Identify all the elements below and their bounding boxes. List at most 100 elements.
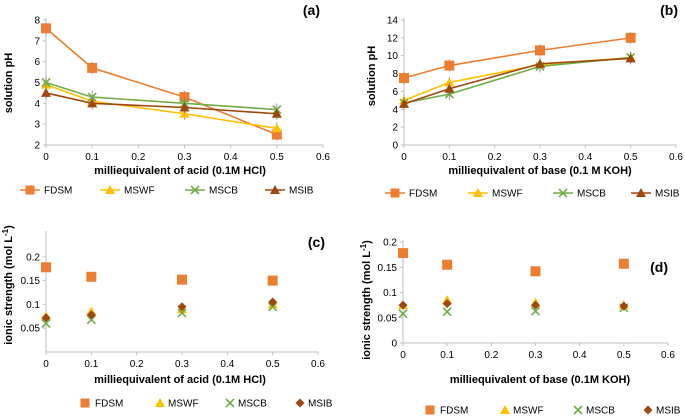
y-tick-label: 14 [387, 16, 399, 27]
legend-marker-mswf-scatter [155, 398, 165, 407]
panel-d-ionic-base: (d) ionic strength (mol L-1) milliequiva… [359, 238, 681, 417]
scatter-point-msib [619, 301, 629, 311]
legend-label-msib: MSIB [289, 186, 314, 197]
marker-stroke [86, 315, 96, 325]
x-tick-label: 0.3 [529, 350, 543, 361]
scatter-point-fdsm [530, 266, 541, 277]
marker-stroke [87, 92, 97, 102]
marker-stroke [225, 398, 235, 408]
scatter-point-msib [177, 302, 187, 312]
x-tick-label: 0.5 [624, 152, 638, 163]
y-tick-label: 0.1 [26, 300, 40, 311]
line-point-fdsm [41, 23, 51, 34]
series-line-mswf [45, 83, 277, 130]
line-point-mswf [444, 77, 455, 87]
legend: FDSM MSWF MSCB MSIB [425, 405, 681, 417]
line-point-mscb [41, 77, 51, 88]
legend-marker-mswf-scatter [500, 405, 510, 414]
x-tick-label: 0.6 [311, 359, 325, 370]
line-point-fdsm [444, 60, 455, 71]
y-tick-label: 4 [392, 105, 398, 116]
line-point-fdsm [625, 32, 636, 43]
y-tick-label: 0.2 [383, 238, 397, 249]
x-axis-label: milliequivalent of base (0.1 M KOH) [448, 165, 632, 177]
scatter-point-fdsm [398, 248, 408, 259]
line-point-fdsm [179, 92, 190, 103]
legend-marker-mscb-scatter [225, 398, 235, 408]
legend-label-mscb: MSCB [238, 399, 267, 410]
x-axis-label: milliequivalent of acid (0.1M HCl) [94, 374, 266, 386]
x-tick-label: 0.4 [573, 350, 587, 361]
scatter-point-fdsm [618, 258, 629, 269]
legend: FDSM MSWF MSCB MSIB [385, 188, 680, 200]
scatter-point-fdsm [267, 275, 278, 286]
legend-marker-mswf [105, 185, 115, 194]
legend-label-mswf: MSWF [168, 399, 199, 410]
marker-stroke [573, 405, 583, 415]
scatter-point-mscb [41, 318, 51, 329]
legend-marker-fdsm [390, 188, 400, 198]
y-tick-label: 2 [392, 123, 398, 134]
line-point-fdsm [535, 45, 545, 56]
x-tick-label: 0 [401, 152, 407, 163]
legend-marker-msib-scatter [643, 405, 653, 415]
y-tick-label: 10 [387, 51, 399, 62]
y-axis-label-superscript: -1 [359, 243, 368, 251]
legend-marker-msib [270, 185, 280, 194]
plot-area: 0 2 4 6 8 10 12 14 0 0.1 0.2 0.3 0.4 0.5 0.6 [387, 16, 684, 164]
legend-marker-fdsm-scatter [80, 398, 90, 408]
y-axis-label-superscript: -1 [1, 228, 10, 236]
series-line-mswf [403, 56, 631, 102]
marker-stroke [398, 309, 408, 319]
line-point-mswf [271, 123, 282, 133]
x-tick-label: 0.6 [669, 152, 683, 163]
x-tick-label: 0.4 [220, 359, 234, 370]
legend-label-fdsm: FDSM [95, 399, 123, 410]
y-tick-label: 4 [34, 99, 40, 110]
scatter-point-mscb [398, 309, 408, 319]
line-point-fdsm [399, 73, 409, 84]
scatter-point-msib [86, 310, 96, 320]
y-axis-label: solution pH [3, 53, 15, 114]
x-tick-label: 0.1 [85, 152, 99, 163]
x-tick-label: 0.2 [130, 359, 144, 370]
line-point-msib [179, 102, 190, 112]
x-tick-label: 0.5 [266, 359, 280, 370]
panel-label: (d) [650, 259, 668, 275]
plot-area: 0.05 0.1 0.15 0.2 0 0.1 0.2 0.3 0.4 0.5 0.6 [21, 231, 325, 370]
y-tick-label: 0 [391, 339, 397, 350]
scatter-point-msib [41, 313, 51, 323]
scatter-point-fdsm [41, 262, 51, 273]
x-tick-label: 0.6 [316, 152, 330, 163]
legend-label-msib: MSIB [308, 399, 333, 410]
x-tick-label: 0.3 [533, 152, 547, 163]
line-point-msib [444, 83, 455, 93]
scatter-point-mscb [442, 307, 452, 317]
y-axis-label: ionic strength (mol L-1) [1, 225, 15, 345]
legend-marker-mscb [558, 188, 568, 198]
legend-label-mscb: MSCB [209, 186, 238, 197]
series-line-msib [45, 92, 277, 115]
series-line-mscb [45, 81, 277, 111]
marker-stroke [177, 308, 187, 318]
legend-marker-fdsm [25, 185, 35, 195]
x-tick-label: 0.6 [661, 350, 675, 361]
series-line-fdsm [403, 37, 631, 79]
y-axis-label-close: ) [3, 225, 15, 229]
y-tick-label: 12 [387, 33, 399, 44]
y-tick-label: 3 [34, 120, 40, 131]
x-tick-label: 0.4 [224, 152, 238, 163]
marker-stroke [530, 306, 541, 316]
y-tick-label: 0.15 [21, 276, 41, 287]
panel-label: (a) [303, 2, 320, 18]
line-point-msib [87, 98, 98, 108]
scatter-point-mscb [177, 308, 187, 318]
legend-label-mscb: MSCB [577, 189, 606, 200]
y-tick-label: 0.05 [378, 313, 398, 324]
x-tick-label: 0.1 [442, 152, 456, 163]
x-axis-label: milliequivalent of acid (0.1M HCl) [94, 165, 266, 177]
x-tick-label: 0.4 [578, 152, 592, 163]
x-tick-label: 0.2 [484, 350, 498, 361]
y-tick-label: 6 [392, 87, 398, 98]
line-point-msib [41, 87, 51, 97]
